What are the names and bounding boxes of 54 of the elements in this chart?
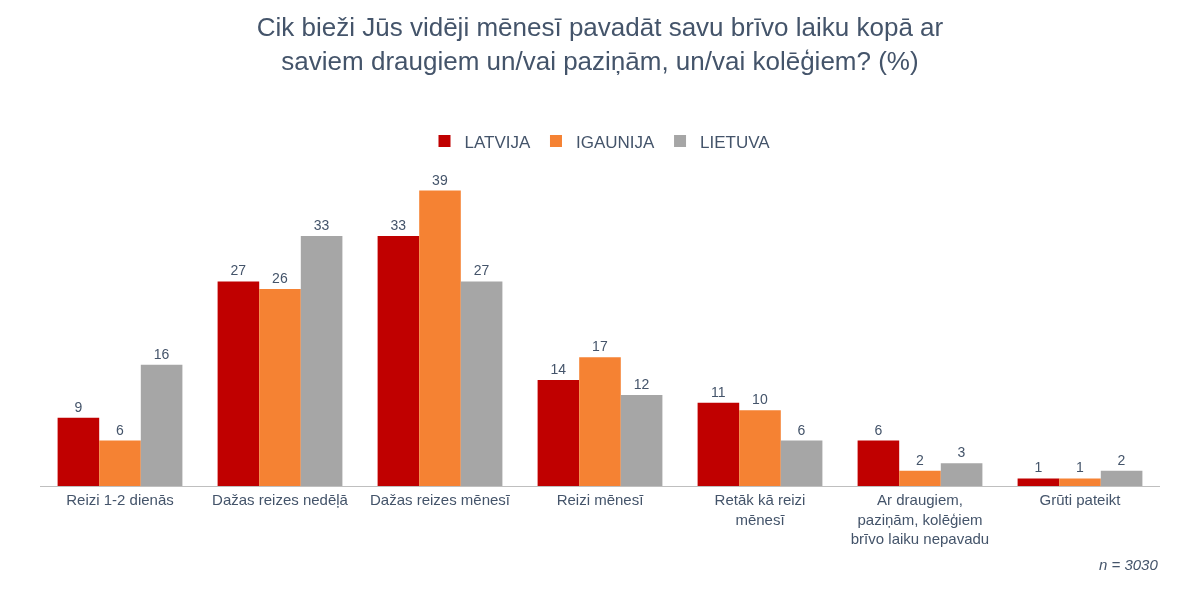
bar [899,470,941,486]
x-tick-label: Dažas reizes nedēļā [212,491,349,508]
data-label: 1 [1076,459,1084,476]
bar [217,281,260,486]
bar [537,379,580,486]
text: n = 3030 [1099,556,1159,573]
data-label: 11 [711,383,726,400]
chart-title: Cik bieži Jūs vidēji mēnesī pavadāt savu brīvo laiku kopā ar saviem draugiem un/vai paziņām, un/vai kolēģiem? (%) [256,11,944,76]
data-label: 27 [473,262,490,279]
data-label: 10 [752,391,768,408]
data-label: 2 [1117,451,1126,468]
data-label: 1 [1034,459,1043,476]
data-label: 17 [592,338,608,355]
data-label: 14 [550,360,567,377]
data-label: 12 [633,376,650,393]
bar [1059,478,1101,486]
bar [940,463,983,486]
bar [857,440,900,486]
x-tick-label: Reizi mēnesī [556,491,645,508]
data-label: 16 [153,345,170,362]
bar [1100,470,1143,486]
bar [697,402,740,486]
data-label: 27 [230,262,247,279]
data-label: 9 [74,398,83,415]
bar [419,190,461,486]
legend-label: IGAUNIJA [575,132,656,152]
data-label: 33 [313,217,330,233]
bar [780,440,823,486]
bar [99,440,141,486]
bar [460,281,503,486]
x-tick-label: Reizi 1-2 dienās [66,491,174,508]
data-label: 39 [432,171,448,188]
data-label: 6 [797,421,806,438]
data-label: 26 [272,270,288,287]
data-label: 3 [957,444,966,461]
data-label: 2 [916,451,924,468]
bar [140,364,183,486]
bar [377,236,420,486]
data-label: 6 [874,421,883,438]
data-label: 33 [390,217,407,233]
x-tick-label: Grūti pateikt [1039,491,1122,508]
bar [579,357,621,486]
bar [620,395,663,486]
bar [259,289,301,486]
bar [57,417,100,486]
bar [1017,478,1060,486]
x-tick-label: Dažas reizes mēnesī [369,491,511,508]
bar [300,236,343,486]
legend-label: LATVIJA [464,132,531,152]
bar [739,410,781,486]
data-label: 6 [116,421,124,438]
legend-label: LIETUVA [700,132,771,152]
x-tick-label: Ar draugiem, paziņām, kolēģiem brīvo laiku nepavadu [850,491,990,547]
x-tick-label: Retāk kā reizi mēnesī [714,491,806,528]
